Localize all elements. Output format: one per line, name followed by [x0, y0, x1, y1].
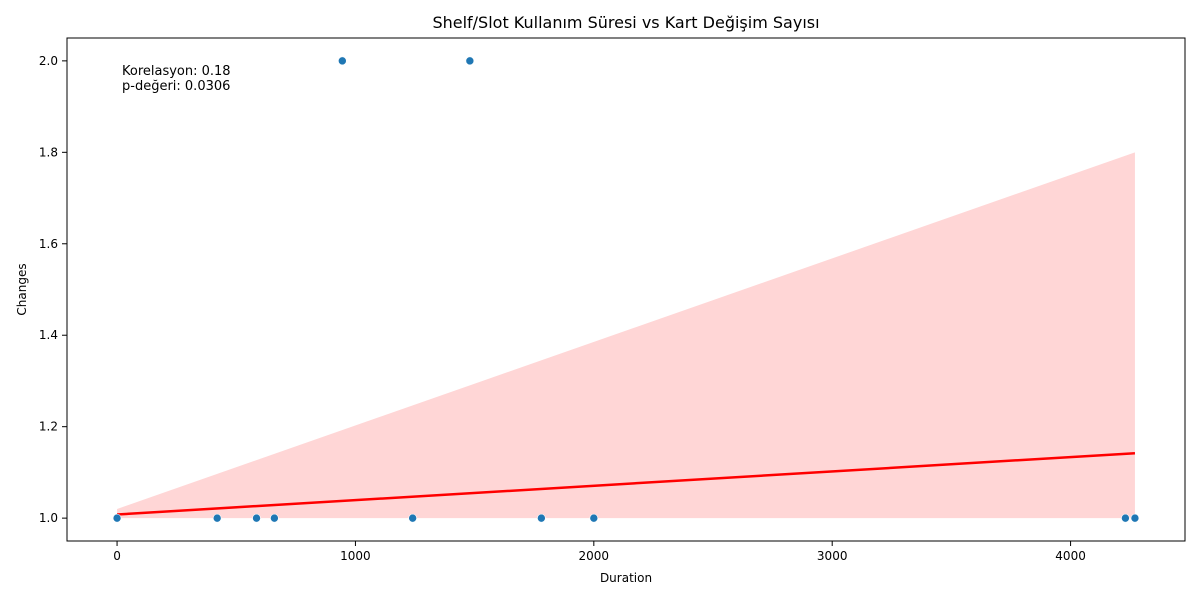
data-point-5: [408, 513, 417, 523]
x-tick-label: 4000: [1055, 549, 1086, 563]
data-points-layer: [112, 56, 1140, 523]
x-axis-label: Duration: [600, 571, 652, 585]
x-tick-label: 0: [113, 549, 121, 563]
y-tick-label: 1.4: [39, 328, 58, 342]
regression-line: [116, 451, 1136, 516]
p-value-annotation: p-değeri: 0.0306: [122, 79, 230, 94]
x-tick-label: 2000: [579, 549, 610, 563]
x-tick-label: 1000: [340, 549, 371, 563]
y-tick-label: 1.2: [39, 420, 58, 434]
x-tick-label: 3000: [817, 549, 848, 563]
data-point-4: [338, 56, 347, 66]
correlation-annotation: Korelasyon: 0.18: [122, 64, 231, 79]
x-axis-ticks: 0 1000 2000 3000 4000: [113, 541, 1086, 563]
y-tick-label: 1.0: [39, 511, 58, 525]
data-point-7: [537, 513, 546, 523]
y-axis-label: Changes: [15, 263, 29, 315]
data-point-3: [270, 513, 279, 523]
data-point-10: [1130, 513, 1140, 523]
y-tick-label: 1.6: [39, 237, 58, 251]
data-point-1: [212, 513, 222, 523]
y-axis-ticks: 1.0 1.2 1.4 1.6 1.8 2.0: [39, 54, 67, 525]
data-point-6: [465, 56, 475, 66]
plot-frame: [66, 37, 1186, 542]
chart-title: Shelf/Slot Kullanım Süresi vs Kart Değiş…: [432, 13, 819, 32]
y-tick-label: 1.8: [39, 145, 58, 159]
y-tick-label: 2.0: [39, 54, 58, 68]
data-point-8: [589, 513, 599, 523]
confidence-band-layer: [117, 152, 1135, 519]
data-point-9: [1121, 513, 1130, 523]
data-point-0: [112, 513, 122, 523]
data-point-2: [252, 513, 261, 523]
regression-line-layer: [116, 451, 1136, 516]
confidence-band: [117, 152, 1135, 519]
